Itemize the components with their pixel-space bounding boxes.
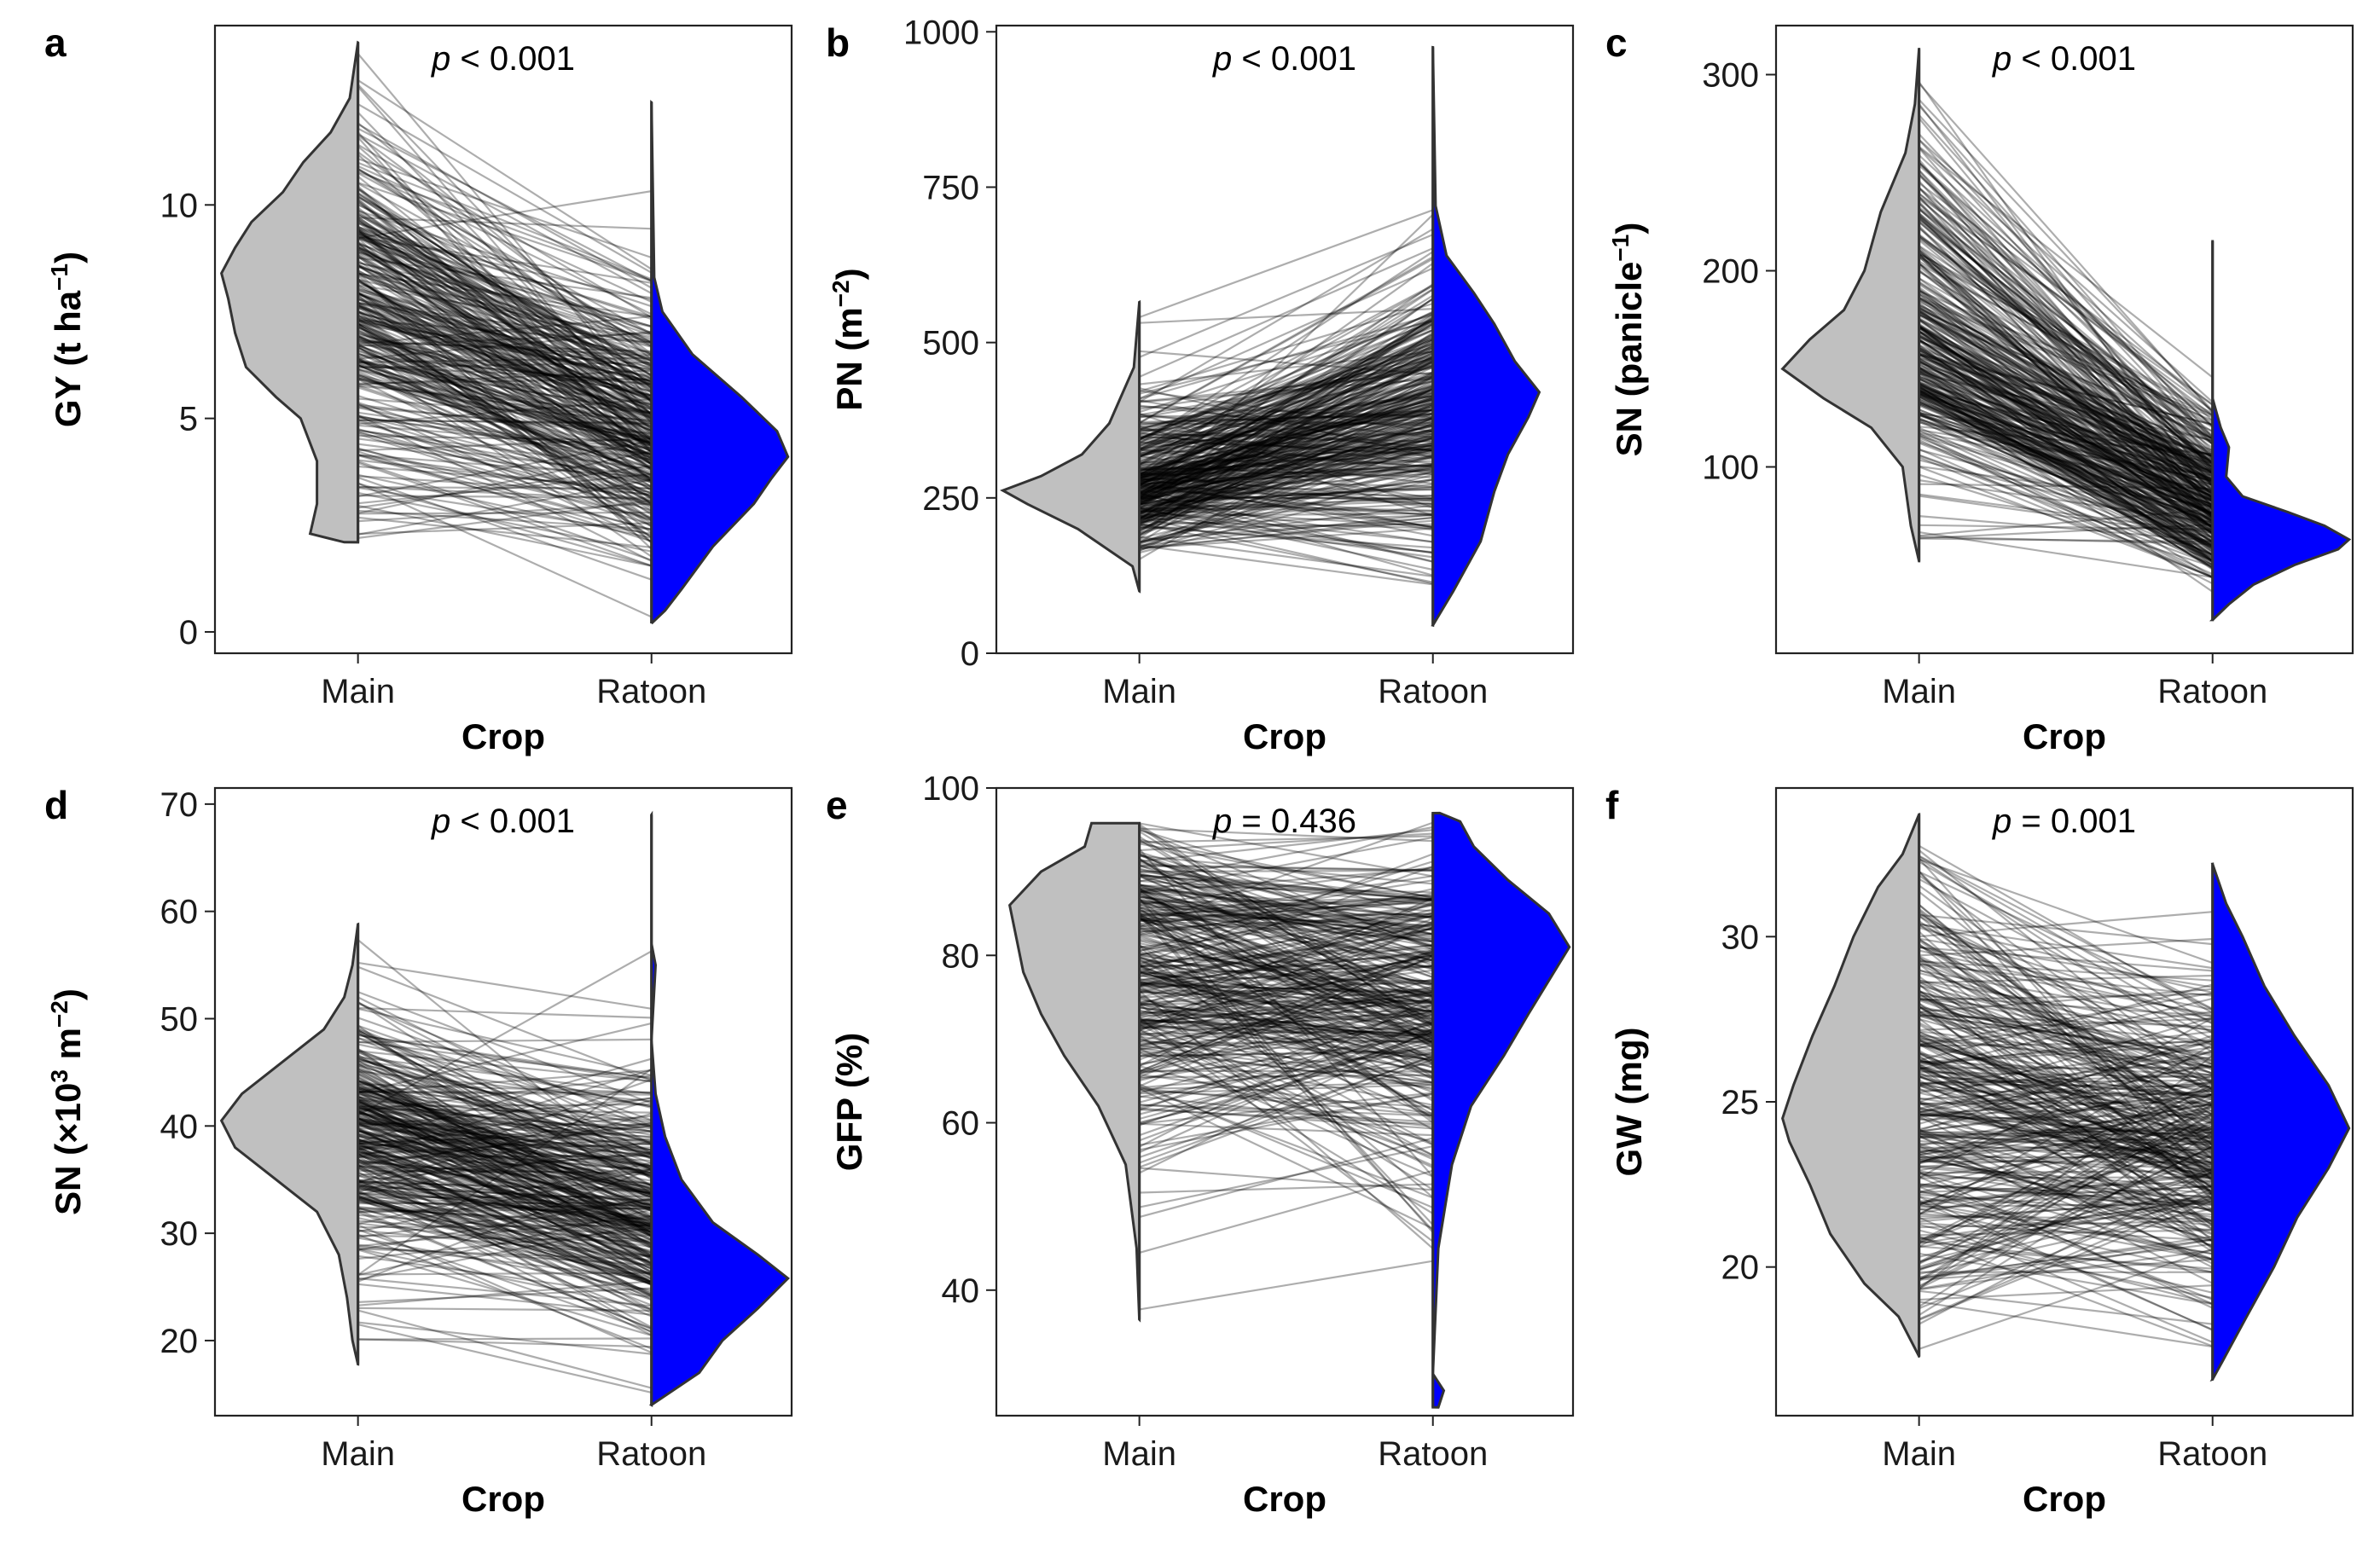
p-value-label: p < 0.001 [1992, 40, 2136, 78]
y-tick-label: 250 [922, 480, 979, 518]
y-axis-title: GW (mg) [1609, 1028, 1649, 1177]
y-tick-label: 40 [942, 1272, 980, 1310]
panel-letter: c [1605, 20, 1628, 65]
x-axis-title: Crop [2023, 1479, 2106, 1519]
y-tick-label: 30 [160, 1215, 199, 1253]
y-tick-label: 20 [1721, 1249, 1760, 1287]
y-axis-title: GFP (%) [829, 1033, 869, 1172]
x-axis-title: Crop [2023, 716, 2106, 756]
panel-b: 0 250 500 750 1000 Main Ratoon Crop PN (m−2) p < … [826, 14, 1573, 756]
y-tick-label: 0 [961, 635, 979, 673]
y-axis-title: PN (m−2) [827, 268, 870, 410]
x-category-label: Main [321, 1435, 395, 1473]
x-category-label: Main [1102, 673, 1176, 710]
y-tick-label: 70 [160, 786, 199, 824]
x-axis-title: Crop [1243, 1479, 1326, 1519]
y-tick-label: 100 [922, 770, 979, 808]
main-violin [1783, 49, 1919, 561]
y-tick-label: 500 [922, 325, 979, 362]
x-category-label: Main [321, 673, 395, 710]
ratoon-violin [652, 102, 788, 623]
main-violin [222, 924, 358, 1364]
plot-area-e [1010, 813, 1570, 1407]
panel-c: 100 200 300 Main Ratoon Crop SN (panicle−1) p <… [1605, 20, 2353, 756]
ratoon-violin [2213, 864, 2349, 1379]
p-value-label: p < 0.001 [431, 40, 575, 78]
panel-letter: b [826, 20, 850, 65]
y-axis-title: GY (t ha−1) [46, 252, 89, 427]
x-axis-title: Crop [461, 716, 545, 756]
y-tick-label: 25 [1721, 1084, 1760, 1121]
x-category-label: Ratoon [1378, 673, 1488, 710]
p-value-label: p = 0.436 [1212, 802, 1356, 840]
plot-area-d [222, 814, 788, 1405]
y-axis-title: SN (×103 m−2) [46, 988, 89, 1215]
y-tick-label: 50 [160, 1000, 199, 1038]
x-category-label: Main [1882, 673, 1956, 710]
panel-e: 40 60 80 100 Main Ratoon Crop GFP (%) p = 0.436 e [826, 770, 1573, 1519]
main-violin [1010, 823, 1140, 1319]
main-violin [1003, 302, 1140, 591]
p-value-label: p < 0.001 [1212, 40, 1356, 78]
y-tick-label: 100 [1702, 449, 1759, 487]
y-tick-label: 40 [160, 1108, 199, 1145]
x-category-label: Ratoon [2157, 1435, 2267, 1473]
x-category-label: Main [1102, 1435, 1176, 1473]
panel-d: 20 30 40 50 60 70 Main Ratoon Crop SN (×103 m−2) p… [44, 783, 792, 1519]
y-tick-label: 30 [1721, 918, 1760, 956]
y-tick-label: 0 [179, 614, 198, 652]
ratoon-violin [652, 814, 788, 1405]
y-tick-label: 300 [1702, 57, 1759, 95]
main-violin [1783, 814, 1919, 1356]
y-axis-title: SN (panicle−1) [1607, 223, 1650, 457]
panel-letter: d [44, 783, 68, 827]
main-violin [222, 43, 358, 542]
y-tick-label: 60 [160, 894, 199, 931]
panel-a: 0 5 10 Main Ratoon Crop GY (t ha−1) p < 0.001 a [44, 20, 792, 756]
y-tick-label: 5 [179, 401, 198, 438]
ratoon-violin [2213, 241, 2349, 620]
plot-area-b [1003, 48, 1540, 626]
x-axis-title: Crop [461, 1479, 545, 1519]
y-tick-label: 200 [1702, 253, 1759, 291]
x-category-label: Ratoon [596, 673, 706, 710]
p-value-label: p = 0.001 [1992, 802, 2136, 840]
x-axis-title: Crop [1243, 716, 1326, 756]
plot-area-f [1783, 814, 2349, 1379]
plot-area-c [1783, 49, 2349, 620]
paired-lines [1140, 823, 1433, 1310]
y-tick-label: 750 [922, 169, 979, 206]
panel-f: 20 25 30 Main Ratoon Crop GW (mg) p = 0.001 f [1605, 783, 2353, 1519]
panel-letter: a [44, 20, 67, 65]
paired-lines [358, 54, 652, 617]
y-tick-label: 60 [942, 1105, 980, 1143]
x-category-label: Ratoon [2157, 673, 2267, 710]
panel-letter: e [826, 783, 848, 827]
ratoon-violin [1433, 48, 1540, 626]
y-tick-label: 10 [160, 187, 199, 224]
paired-lines [1919, 82, 2213, 592]
x-category-label: Ratoon [596, 1435, 706, 1473]
ratoon-violin [1433, 813, 1570, 1407]
plot-area-a [222, 43, 788, 623]
x-category-label: Ratoon [1378, 1435, 1488, 1473]
paired-lines [1140, 210, 1433, 584]
y-tick-label: 1000 [903, 14, 979, 51]
paired-lines [358, 940, 652, 1393]
paired-lines [1919, 846, 2213, 1349]
y-tick-label: 20 [160, 1323, 199, 1360]
p-value-label: p < 0.001 [431, 802, 575, 840]
y-tick-label: 80 [942, 937, 980, 975]
x-category-label: Main [1882, 1435, 1956, 1473]
panel-letter: f [1605, 783, 1619, 827]
